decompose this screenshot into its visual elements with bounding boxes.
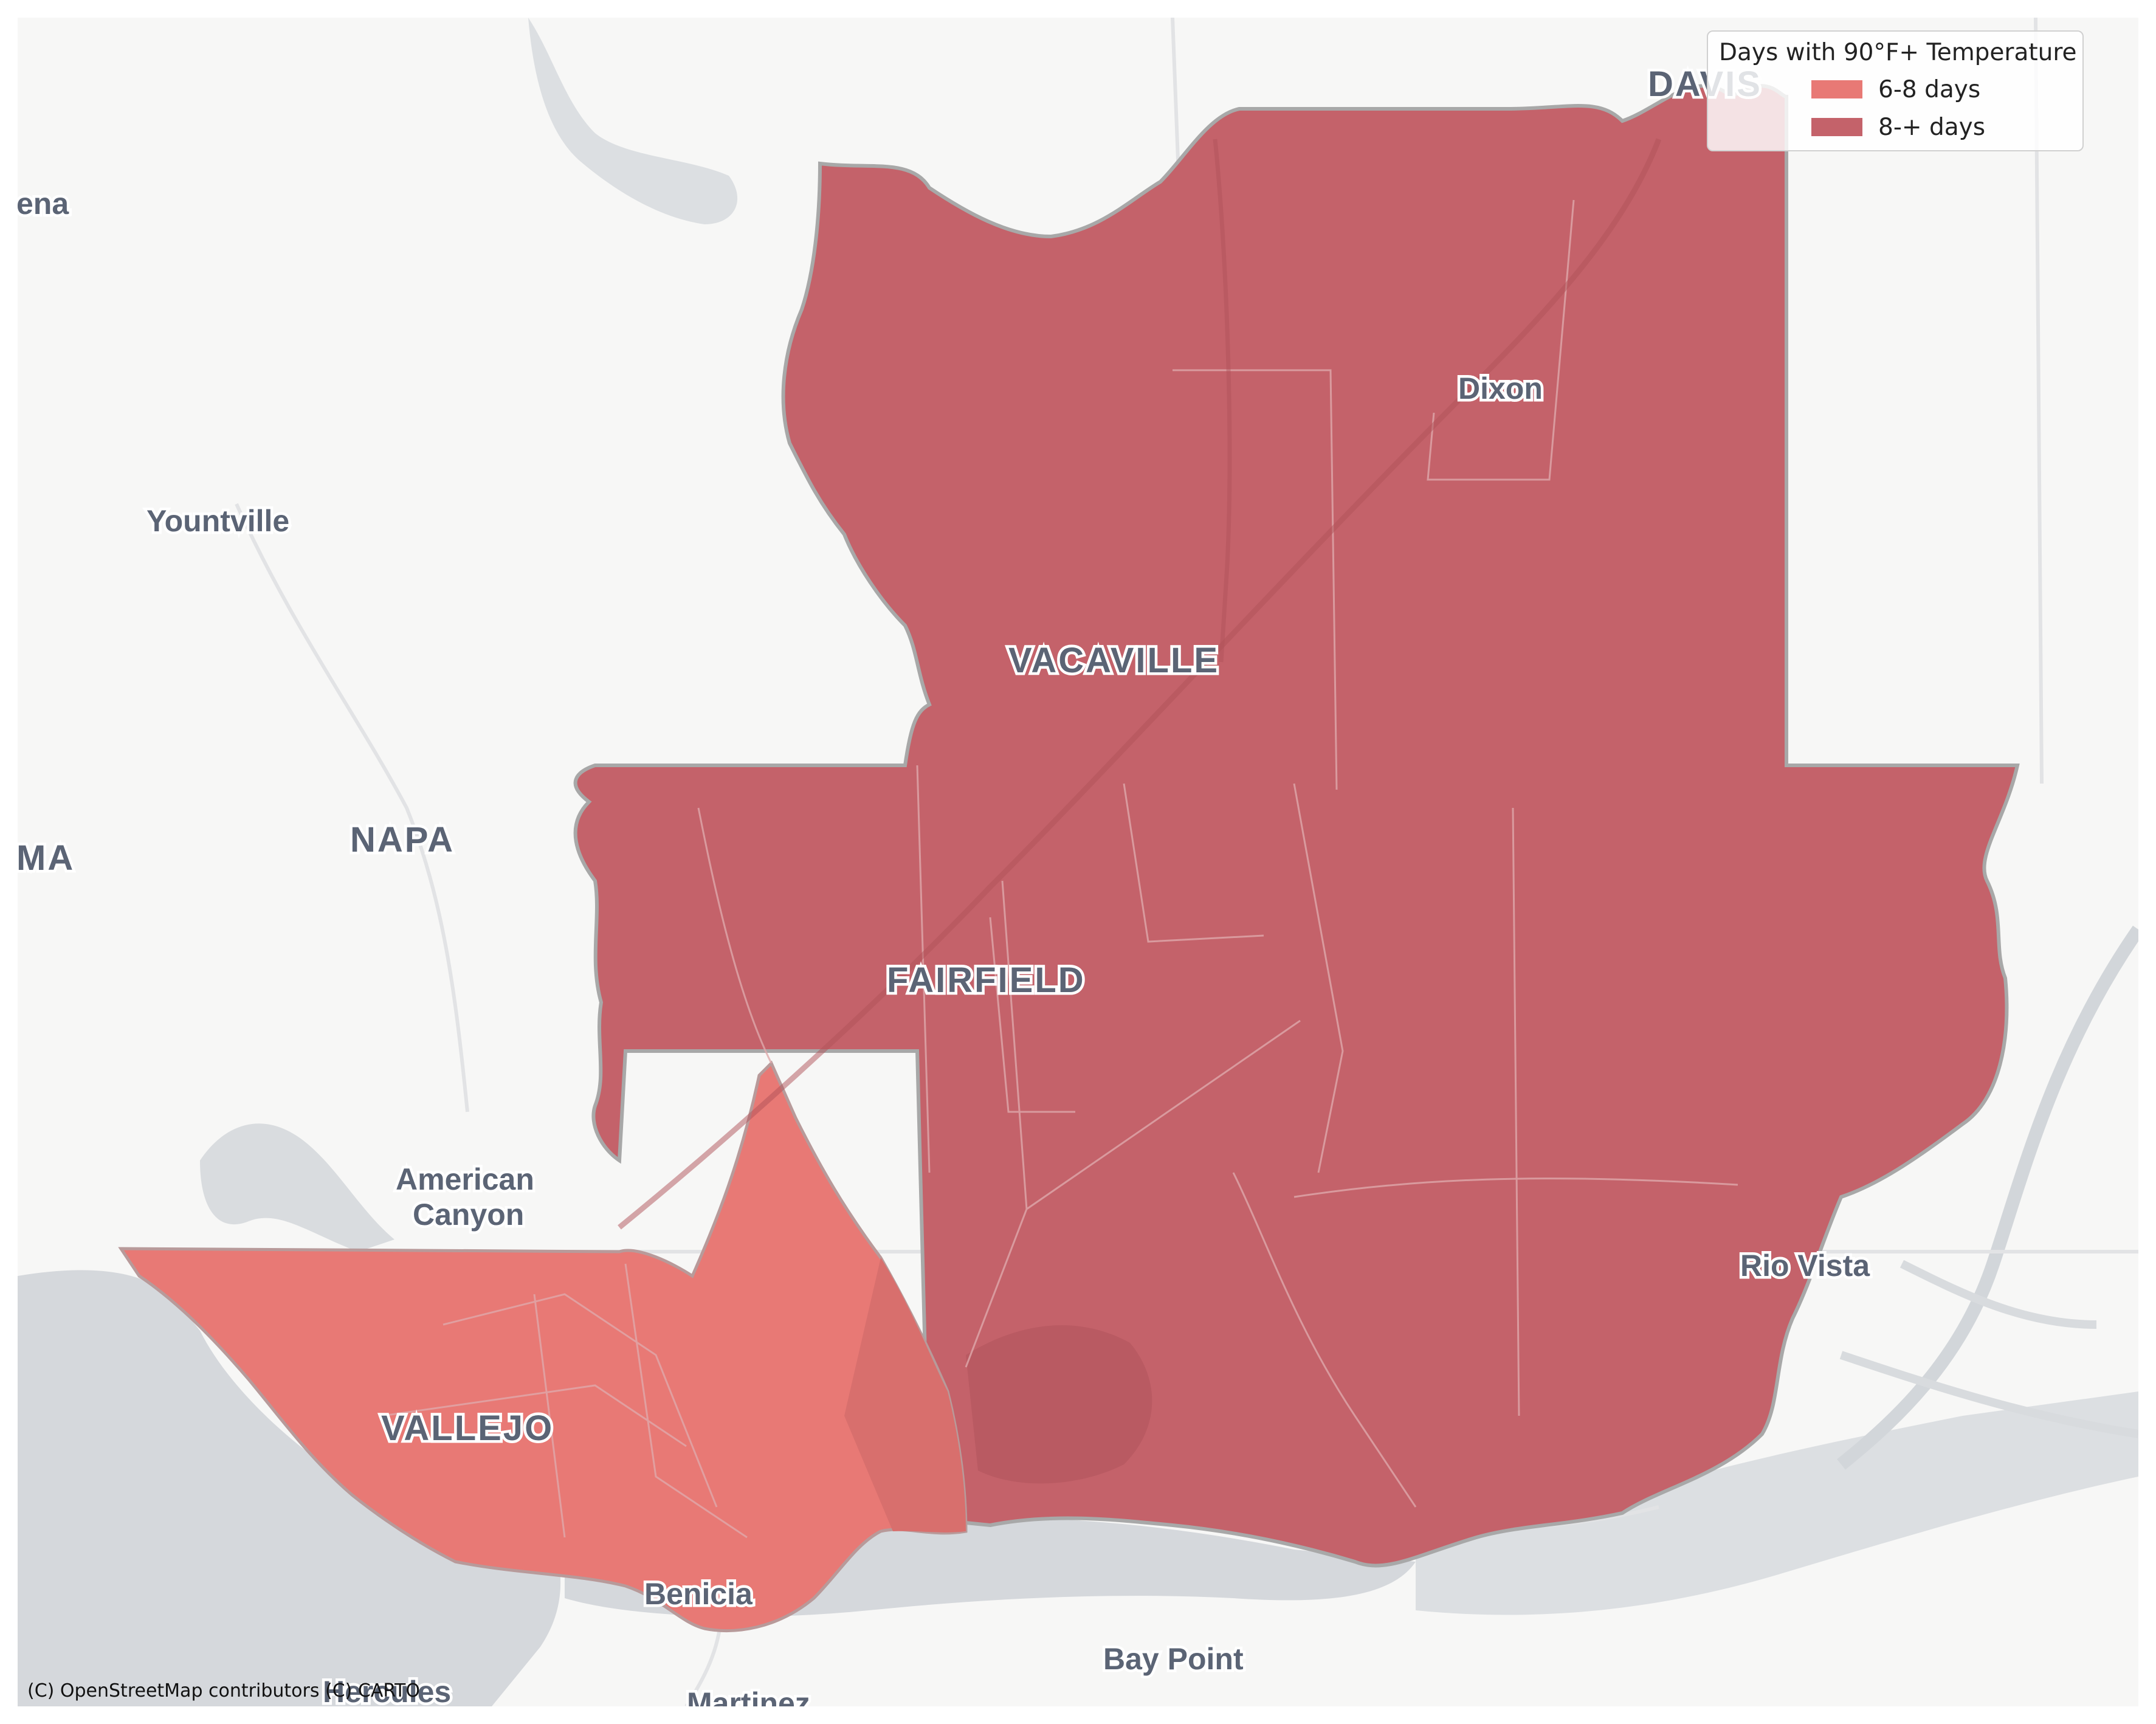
legend-label-low: 6-8 days — [1878, 75, 1981, 103]
label-benicia: Benicia — [644, 1577, 753, 1611]
label-fairfield: FAIRFIELD — [887, 960, 1086, 1000]
label-ma: MA — [18, 838, 75, 878]
northern-water — [528, 18, 738, 224]
delta-water — [1416, 1391, 2138, 1615]
label-hercules: Hercules — [323, 1675, 451, 1706]
region-north-solano — [573, 84, 2020, 1568]
label-napa: NAPA — [350, 820, 455, 860]
legend-title: Days with 90°F+ Temperature — [1719, 39, 2077, 66]
map-frame[interactable]: DAVIS Dixon Yountville VACAVILLE NAPA FA… — [18, 18, 2138, 1706]
region-marsh-dark — [966, 1325, 1152, 1484]
napa-river-water — [200, 1123, 394, 1252]
highway-i80 — [618, 138, 1662, 1230]
legend-label-high: 8-+ days — [1878, 113, 1986, 141]
delta-slough-water — [1839, 1260, 2138, 1438]
map-legend: Days with 90°F+ Temperature 6-8 days 8-+… — [1707, 30, 2084, 151]
map-attribution: (C) OpenStreetMap contributors (C) CARTO — [27, 1680, 420, 1702]
legend-item-high: 8-+ days — [1811, 112, 1985, 142]
label-vallejo: VALLEJO — [381, 1409, 554, 1448]
legend-swatch-low — [1811, 80, 1862, 98]
label-rio-vista: Rio Vista — [1740, 1249, 1870, 1283]
region-vallejo-benicia — [118, 1060, 968, 1632]
label-vacaville: VACAVILLE — [1008, 641, 1219, 680]
label-martinez: Martinez — [687, 1686, 810, 1706]
legend-swatch-high — [1811, 118, 1862, 136]
highway-i505 — [1213, 139, 1232, 663]
map-canvas[interactable]: DAVIS Dixon Yountville VACAVILLE NAPA FA… — [18, 18, 2138, 1706]
san-pablo-bay-water — [18, 1270, 561, 1706]
tract-boundaries — [382, 199, 1738, 1539]
label-american-canyon-line1: American — [396, 1162, 534, 1196]
label-ena: ena — [18, 187, 69, 221]
label-american-canyon-line2: Canyon — [413, 1198, 524, 1232]
label-yountville: Yountville — [146, 504, 289, 538]
region-vallejo-dark-tract — [844, 1258, 966, 1533]
label-dixon: Dixon — [1458, 371, 1543, 405]
label-bay-point: Bay Point — [1103, 1642, 1244, 1676]
legend-item-low: 6-8 days — [1811, 74, 1980, 105]
